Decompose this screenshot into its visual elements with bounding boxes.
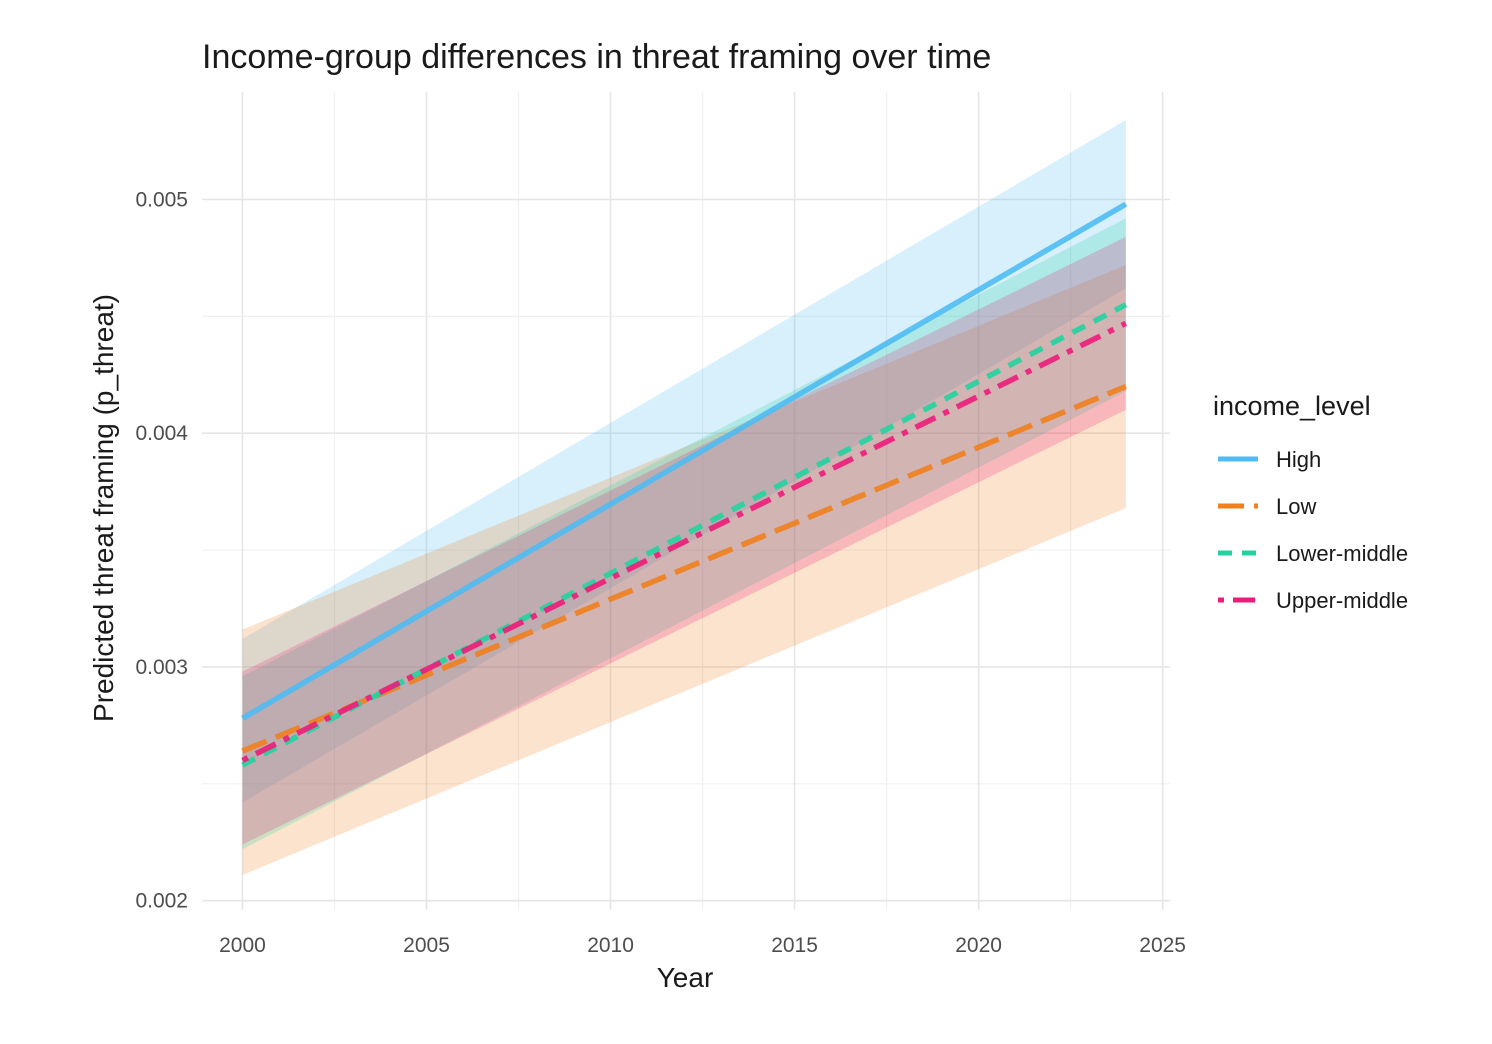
legend-title: income_level bbox=[1213, 391, 1371, 421]
chart-title: Income-group differences in threat frami… bbox=[202, 38, 991, 76]
legend: income_level High Low Lower-middle Upper-mi… bbox=[1213, 391, 1408, 613]
legend-items: High Low Lower-middle Upper-middle bbox=[1218, 447, 1408, 613]
x-tick-label: 2010 bbox=[587, 934, 634, 957]
series-line-upper-middle bbox=[241, 320, 1128, 763]
legend-label-lower-middle: Lower-middle bbox=[1276, 541, 1408, 566]
y-tick-label: 0.005 bbox=[135, 189, 188, 212]
x-tick-label: 2020 bbox=[955, 934, 1002, 957]
legend-label-upper-middle: Upper-middle bbox=[1276, 588, 1408, 613]
x-axis-title: Year bbox=[657, 962, 714, 993]
x-tick-label: 2005 bbox=[403, 934, 450, 957]
y-axis-ticks: 0.002 0.003 0.004 0.005 bbox=[135, 189, 188, 913]
x-tick-label: 2025 bbox=[1139, 934, 1186, 957]
legend-label-low: Low bbox=[1276, 494, 1316, 519]
y-axis-title: Predicted threat framing (p_threat) bbox=[88, 294, 119, 722]
legend-label-high: High bbox=[1276, 447, 1321, 472]
y-tick-label: 0.002 bbox=[135, 890, 188, 913]
confidence-band-lower-middle bbox=[242, 218, 1126, 850]
series-line-high bbox=[241, 201, 1128, 721]
x-tick-label: 2000 bbox=[219, 934, 266, 957]
y-tick-label: 0.003 bbox=[135, 656, 188, 679]
y-tick-label: 0.004 bbox=[135, 422, 188, 445]
x-tick-label: 2015 bbox=[771, 934, 818, 957]
x-axis-ticks: 2000 2005 2010 2015 2020 2025 bbox=[219, 934, 1186, 957]
series-lines bbox=[241, 201, 1128, 768]
